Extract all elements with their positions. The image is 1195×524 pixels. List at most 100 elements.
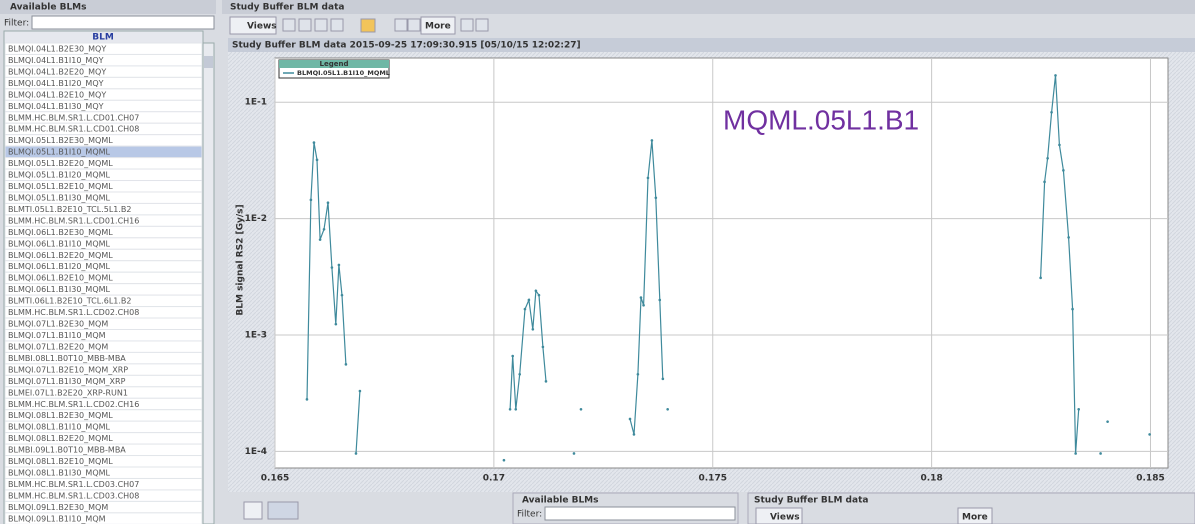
pan-button[interactable] (267, 501, 299, 520)
views-button[interactable] (229, 16, 277, 35)
data-point (514, 407, 518, 411)
data-point (322, 227, 326, 231)
toolbar-icon[interactable] (330, 18, 344, 32)
list-item: BLMQI.06L1.B2E20_MQML (8, 251, 113, 260)
list-item: BLMQI.08L1.B2E30_MQML (8, 411, 113, 420)
list-item: BLMQI.07L1.B1I30_MQM_XRP (8, 377, 126, 386)
annotation: MQML.05L1.B1 (723, 104, 919, 135)
data-point (1148, 433, 1151, 436)
list-item: BLMQI.06L1.B1I20_MQML (8, 262, 111, 271)
list-item: BLMQI.05L1.B2E30_MQML (8, 136, 113, 145)
data-point (523, 307, 527, 311)
list-item: BLMQI.07L1.B2E20_MQM (8, 342, 108, 351)
toolbar-icon[interactable] (407, 18, 421, 32)
data-point (650, 139, 654, 142)
data-point (511, 354, 514, 358)
y-tick-label: 1E-1 (245, 98, 267, 108)
data-point (632, 433, 636, 436)
toolbar-icon[interactable] (298, 18, 312, 32)
data-point (541, 345, 545, 349)
list-item: BLMQI.05L1.B1I30_MQML (8, 193, 111, 202)
list-item: BLMQI.08L1.B1I10_MQML (8, 423, 111, 432)
x-tick-label: 0.17 (483, 474, 505, 484)
list-item: BLMQI.08L1.B2E10_MQML (8, 457, 113, 466)
data-point (646, 176, 650, 180)
data-point (544, 380, 548, 383)
legend-header (279, 60, 389, 68)
data-point (326, 201, 330, 205)
y-tick-label: 1E-3 (245, 331, 267, 341)
toolbar-icon[interactable] (360, 18, 376, 33)
bottom-filter-input[interactable] (544, 506, 736, 521)
list-item: BLMQI.05L1.B1I20_MQML (8, 171, 111, 180)
list-item: BLMQI.04L1.B2E30_MQY (8, 45, 106, 54)
list-item: BLMQI.08L1.B2E20_MQML (8, 434, 113, 443)
right-title-bar (222, 0, 1195, 14)
data-point (518, 372, 521, 376)
data-point (1062, 169, 1065, 172)
list-item: BLMQI.04L1.B2E20_MQY (8, 67, 106, 76)
more-button[interactable] (420, 16, 456, 35)
scrollbar[interactable] (202, 42, 215, 524)
data-point (1106, 420, 1109, 423)
list-item: BLMQI.04L1.B1I20_MQY (8, 79, 104, 88)
data-point (1058, 143, 1061, 147)
plot-area (274, 57, 1169, 469)
list-item: BLMM.HC.BLM.SR1.L.CD01.CH07 (8, 113, 139, 122)
toolbar-icon[interactable] (394, 18, 408, 32)
data-point (508, 407, 512, 411)
list-item: BLMQI.07L1.B2E10_MQM_XRP (8, 365, 128, 374)
chart-title-bar (228, 38, 1195, 52)
list-item: BLMM.HC.BLM.SR1.L.CD03.CH07 (8, 480, 139, 489)
data-point (318, 238, 322, 241)
data-point (661, 377, 665, 381)
bottom-right-title: Study Buffer BLM data (754, 496, 868, 506)
data-point (354, 452, 358, 455)
data-point (658, 298, 662, 302)
bottom-more-button[interactable] (957, 507, 993, 524)
data-point (628, 417, 632, 421)
data-point (334, 322, 338, 326)
bottom-filter-label: Filter: (517, 510, 542, 520)
data-point (1074, 452, 1077, 455)
data-point (1077, 407, 1080, 411)
chart-title: Study Buffer BLM data 2015-09-25 17:09:3… (232, 41, 581, 51)
x-tick-label: 0.18 (921, 474, 943, 484)
scroll-thumb[interactable] (204, 56, 213, 68)
list-item: BLMBI.08L1.B0T10_MBB-MBA (8, 354, 126, 363)
toolbar-icon[interactable] (282, 18, 296, 32)
data-point (1046, 156, 1049, 160)
y-tick-label: 1E-2 (245, 214, 267, 224)
filter-input[interactable] (31, 15, 215, 30)
list-item: BLMBI.09L1.B0T10_MBB-MBA (8, 446, 126, 455)
data-point (537, 293, 541, 297)
toolbar-icon[interactable] (314, 18, 328, 32)
zoom-button[interactable] (243, 501, 263, 520)
data-point (330, 266, 334, 269)
left-title-bar (0, 0, 216, 14)
list-item: BLMTI.05L1.B2E10_TCL.5L1.B2 (8, 205, 131, 214)
list-item: BLMQI.05L1.B2E20_MQML (8, 159, 113, 168)
list-item: BLMQI.06L1.B2E10_MQML (8, 274, 113, 283)
list-item: BLMQI.04L1.B1I10_MQY (8, 56, 104, 65)
list-row[interactable] (4, 512, 203, 524)
data-point (305, 398, 309, 401)
bottom-views-button[interactable] (755, 507, 803, 524)
toolbar-icon[interactable] (460, 18, 474, 32)
data-point (337, 263, 341, 267)
list-item: BLMM.HC.BLM.SR1.L.CD02.CH16 (8, 400, 139, 409)
data-point (1043, 180, 1046, 184)
list-item: BLMTI.06L1.B2E10_TCL.6L1.B2 (8, 297, 131, 306)
data-point (654, 196, 658, 200)
data-point (358, 389, 362, 393)
toolbar-icon[interactable] (475, 18, 489, 32)
list-item: BLMQI.08L1.B1I30_MQML (8, 469, 111, 478)
views-label: Views (247, 22, 277, 32)
data-point (1039, 276, 1042, 280)
data-point (312, 141, 316, 144)
bottom-left-title: Available BLMs (522, 496, 599, 506)
list-item: BLMQI.04L1.B2E10_MQY (8, 90, 106, 99)
data-point (340, 293, 344, 297)
bottom-more-label: More (962, 513, 988, 523)
